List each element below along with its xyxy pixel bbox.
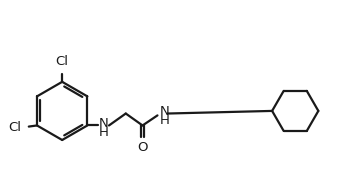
Text: H: H <box>160 114 170 127</box>
Text: H: H <box>99 126 109 139</box>
Text: O: O <box>137 141 148 154</box>
Text: Cl: Cl <box>8 121 21 134</box>
Text: Cl: Cl <box>56 55 69 68</box>
Text: N: N <box>160 105 170 118</box>
Text: N: N <box>99 117 109 130</box>
